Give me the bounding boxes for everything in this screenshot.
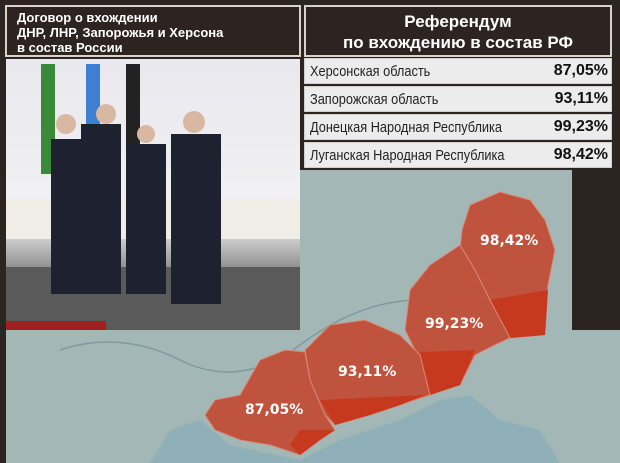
label-kherson: 87,05% bbox=[245, 402, 303, 418]
region-value: 87,05% bbox=[553, 62, 608, 79]
result-row-kherson: Херсонская область 87,05% bbox=[304, 58, 612, 84]
region-donetsk[interactable]: 99,23% bbox=[404, 244, 511, 396]
region-kherson[interactable]: 87,05% bbox=[204, 349, 336, 456]
sea bbox=[150, 395, 560, 463]
label-luhansk: 98,42% bbox=[480, 233, 538, 249]
region-name: Запорожская область bbox=[310, 90, 439, 108]
treaty-header-line: ДНР, ЛНР, Запорожья и Херсона bbox=[17, 25, 224, 40]
treaty-header: Договор о вхождении ДНР, ЛНР, Запорожья … bbox=[5, 5, 301, 57]
referendum-header-subtitle: по вхождению в состав РФ bbox=[342, 33, 574, 52]
region-luhansk[interactable]: 98,42% bbox=[459, 191, 556, 339]
region-zaporozhye[interactable]: 93,11% bbox=[304, 319, 431, 426]
treaty-header-line: в состав России bbox=[17, 40, 123, 55]
river bbox=[59, 299, 421, 373]
referendum-header-title: Референдум bbox=[404, 12, 512, 31]
region-value: 98,42% bbox=[553, 146, 608, 163]
treaty-header-line: Договор о вхождении bbox=[17, 10, 158, 25]
label-donetsk: 99,23% bbox=[425, 316, 483, 332]
referendum-header: Референдум по вхождению в состав РФ bbox=[304, 5, 612, 57]
label-zaporozhye: 93,11% bbox=[338, 364, 396, 380]
region-value: 93,11% bbox=[554, 90, 608, 107]
region-name: Луганская Народная Республика bbox=[310, 146, 505, 164]
signing-ceremony-photo bbox=[6, 59, 300, 330]
result-row-zaporozhye: Запорожская область 93,11% bbox=[304, 86, 612, 112]
region-name: Донецкая Народная Республика bbox=[310, 118, 502, 136]
result-row-luhansk: Луганская Народная Республика 98,42% bbox=[304, 142, 612, 168]
result-row-donetsk: Донецкая Народная Республика 99,23% bbox=[304, 114, 612, 140]
region-value: 99,23% bbox=[553, 118, 608, 135]
region-name: Херсонская область bbox=[310, 62, 431, 80]
